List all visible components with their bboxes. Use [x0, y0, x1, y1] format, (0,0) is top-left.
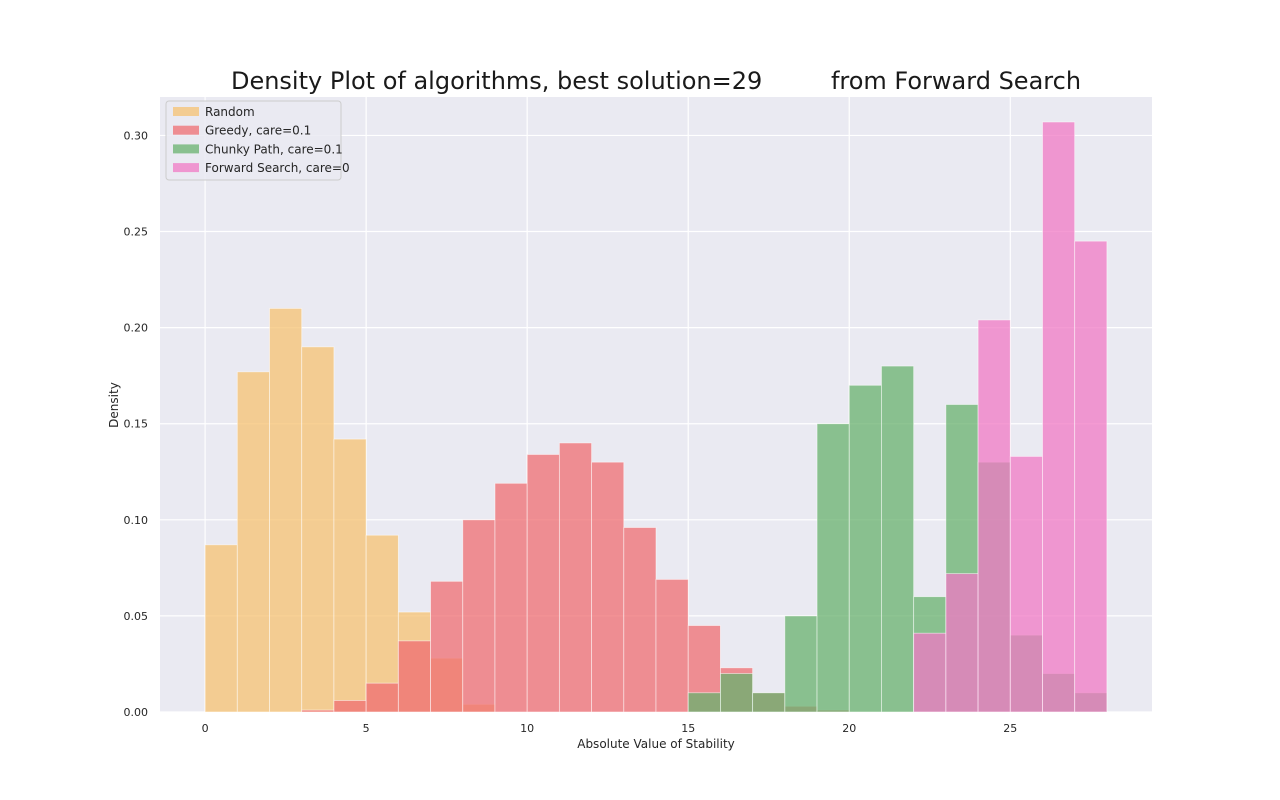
histogram-bar: [1074, 240, 1108, 713]
histogram-bar: [881, 365, 915, 713]
x-axis-label: Absolute Value of Stability: [577, 737, 735, 751]
legend-label: Greedy, care=0.1: [205, 124, 311, 138]
histogram-bar: [558, 442, 592, 713]
histogram-bar: [365, 682, 399, 713]
legend-label: Chunky Path, care=0.1: [205, 142, 343, 156]
y-tick-label: 0.15: [124, 418, 149, 431]
histogram-bars: [204, 121, 1108, 713]
legend-label: Random: [205, 105, 255, 119]
histogram-bar: [397, 640, 431, 713]
x-axis-ticks: 0 5 10 15 20 25: [202, 722, 1018, 735]
histogram-bar: [1009, 455, 1043, 713]
x-tick-label: 25: [1003, 722, 1017, 735]
histogram-bar: [269, 308, 303, 713]
y-tick-label: 0.00: [124, 706, 149, 719]
histogram-bar: [301, 346, 335, 713]
histogram-bar: [591, 461, 625, 713]
histogram-bar: [687, 692, 721, 713]
histogram-bar: [365, 534, 399, 713]
histogram-bar: [204, 544, 238, 713]
histogram-bar: [784, 615, 818, 713]
histogram-bar: [623, 527, 657, 713]
legend-swatch: [173, 163, 199, 173]
series-1-bars: [301, 442, 850, 713]
y-tick-label: 0.25: [124, 226, 149, 239]
histogram-bar: [655, 578, 689, 713]
histogram-bar: [1042, 121, 1076, 713]
chart-title: Density Plot of algorithms, best solutio…: [231, 67, 1081, 95]
x-tick-label: 10: [520, 722, 534, 735]
legend-swatch: [173, 144, 199, 154]
y-tick-label: 0.30: [124, 129, 149, 142]
x-tick-label: 5: [363, 722, 370, 735]
histogram-bar: [236, 371, 270, 713]
histogram-bar: [720, 673, 754, 713]
histogram-bar: [816, 423, 850, 713]
histogram-bar: [848, 384, 882, 713]
histogram-bar: [333, 438, 367, 713]
x-tick-label: 15: [681, 722, 695, 735]
legend-swatch: [173, 107, 199, 116]
histogram-bar: [494, 482, 528, 713]
histogram-bar: [526, 454, 560, 713]
histogram-bar: [301, 709, 335, 713]
histogram-bar: [913, 632, 947, 713]
histogram-bar: [462, 519, 496, 713]
y-tick-label: 0.10: [124, 514, 149, 527]
histogram-bar: [977, 319, 1011, 713]
legend-box: [165, 100, 342, 181]
histogram-bar: [752, 692, 786, 713]
y-tick-label: 0.20: [124, 322, 149, 335]
histogram-bar: [333, 700, 367, 713]
histogram-bar: [945, 573, 979, 713]
histogram-bar: [430, 580, 464, 713]
y-axis-ticks: 0.00 0.05 0.10 0.15 0.20 0.25 0.30: [124, 129, 149, 719]
legend-label: Forward Search, care=0: [205, 161, 350, 175]
y-axis-label: Density: [107, 382, 121, 428]
y-tick-label: 0.05: [124, 610, 149, 623]
x-tick-label: 0: [202, 722, 209, 735]
legend: Random Greedy, care=0.1 Chunky Path, care=…: [165, 100, 350, 181]
legend-swatch: [173, 125, 199, 135]
x-tick-label: 20: [842, 722, 856, 735]
series-3-bars: [913, 121, 1108, 713]
